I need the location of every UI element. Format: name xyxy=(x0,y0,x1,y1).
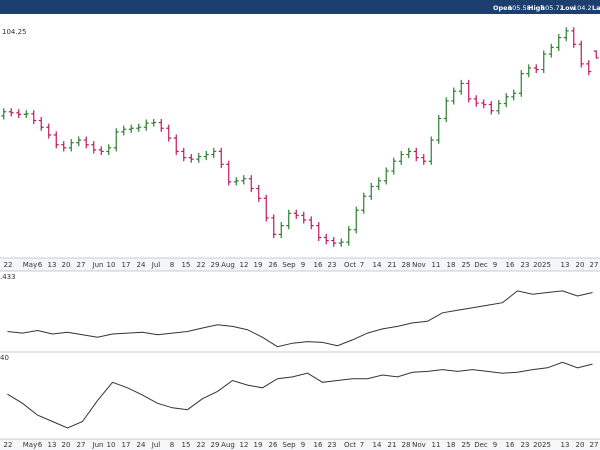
x-tick-label: 15 xyxy=(182,441,191,449)
indicator-label: 40 xyxy=(0,354,9,362)
x-tick-label: 6 xyxy=(38,441,43,449)
x-tick-label: 8 xyxy=(170,261,174,269)
x-tick-label: 18 xyxy=(447,261,456,269)
x-tick-label: 24 xyxy=(137,261,146,269)
x-tick-label: 16 xyxy=(506,441,515,449)
x-tick-label: 23 xyxy=(521,261,530,269)
x-tick-label: 16 xyxy=(506,261,515,269)
x-tick-label: 28 xyxy=(402,441,411,449)
x-tick-label: 29 xyxy=(211,441,220,449)
x-tick-label: 11 xyxy=(432,261,441,269)
x-tick-label: 17 xyxy=(122,441,131,449)
x-tick-label: 18 xyxy=(447,441,456,449)
x-tick-label: 9 xyxy=(493,261,497,269)
x-tick-label: 19 xyxy=(254,441,263,449)
x-tick-label: 22 xyxy=(197,441,206,449)
x-tick-label: 27 xyxy=(77,441,86,449)
x-tick-label: 26 xyxy=(269,261,278,269)
indicator-line xyxy=(7,361,593,429)
x-tick-label: Jul xyxy=(151,441,161,449)
x-tick-label: 20 xyxy=(62,441,71,449)
x-tick-label: 11 xyxy=(432,441,441,449)
x-tick-label: Jun xyxy=(92,261,104,269)
header-label: Open xyxy=(493,4,513,12)
x-tick-label: 22 xyxy=(197,261,206,269)
header-value: 105.58 xyxy=(508,4,531,12)
x-tick-label: 21 xyxy=(388,261,397,269)
x-tick-label: 26 xyxy=(269,441,278,449)
x-tick-label: 27 xyxy=(590,261,599,269)
x-tick-label: Oct xyxy=(344,261,356,269)
x-tick-label: Oct xyxy=(344,441,356,449)
x-tick-label: 9 xyxy=(301,261,305,269)
header-label: Last xyxy=(592,4,600,12)
x-tick-label: May xyxy=(23,441,37,449)
header-value: 104.2 xyxy=(573,4,592,12)
indicator-label: .433 xyxy=(0,273,16,281)
x-tick-label: 9 xyxy=(493,441,497,449)
x-tick-label: Sep xyxy=(282,261,296,269)
x-tick-label: 25 xyxy=(462,261,471,269)
x-tick-label: 9 xyxy=(301,441,305,449)
header-label: High xyxy=(528,4,545,12)
x-tick-label: Aug xyxy=(221,441,235,449)
x-tick-label: 7 xyxy=(360,261,364,269)
x-axis-band xyxy=(0,439,600,450)
x-tick-label: 17 xyxy=(122,261,131,269)
x-tick-label: Nov xyxy=(412,441,426,449)
x-tick-label: 28 xyxy=(402,261,411,269)
x-tick-label: 14 xyxy=(373,441,382,449)
x-tick-label: 16 xyxy=(314,441,323,449)
x-tick-label: Aug xyxy=(221,261,235,269)
indicator-line xyxy=(7,290,593,348)
x-axis-band xyxy=(0,258,600,271)
x-tick-label: 20 xyxy=(576,261,585,269)
x-tick-label: 23 xyxy=(328,261,337,269)
x-tick-label: 2025 xyxy=(533,441,551,449)
x-tick-label: Jun xyxy=(92,441,104,449)
x-tick-label: 20 xyxy=(62,261,71,269)
x-tick-label: 27 xyxy=(590,441,599,449)
x-tick-label: Jul xyxy=(151,261,161,269)
header: Open 105.58 High 105.72 Low 104.2 Last xyxy=(493,4,600,12)
x-tick-label: 13 xyxy=(561,441,570,449)
header-label: Low xyxy=(561,4,576,12)
x-tick-label: 14 xyxy=(373,261,382,269)
x-tick-label: 20 xyxy=(576,441,585,449)
x-tick-label: 16 xyxy=(314,261,323,269)
x-tick-label: 8 xyxy=(170,441,174,449)
x-tick-label: 15 xyxy=(182,261,191,269)
x-tick-label: Sep xyxy=(282,441,296,449)
x-tick-label: May xyxy=(23,261,37,269)
x-tick-label: Dec xyxy=(474,261,488,269)
x-tick-label: 13 xyxy=(48,441,57,449)
x-tick-label: 23 xyxy=(521,441,530,449)
x-tick-label: 27 xyxy=(77,261,86,269)
header-bar xyxy=(0,0,600,14)
x-tick-label: 24 xyxy=(137,441,146,449)
x-tick-label: 2025 xyxy=(533,261,551,269)
x-tick-label: 19 xyxy=(254,261,263,269)
x-tick-label: 25 xyxy=(462,441,471,449)
x-tick-label: 7 xyxy=(360,441,364,449)
x-tick-label: 22 xyxy=(4,441,13,449)
x-tick-label: Dec xyxy=(474,441,488,449)
x-tick-label: 12 xyxy=(240,441,249,449)
header-value: 105.72 xyxy=(541,4,564,12)
x-tick-label: 21 xyxy=(388,441,397,449)
x-tick-label: 10 xyxy=(107,261,116,269)
x-tick-label: Nov xyxy=(412,261,426,269)
x-tick-label: 23 xyxy=(328,441,337,449)
x-tick-label: 12 xyxy=(240,261,249,269)
x-tick-label: 6 xyxy=(38,261,43,269)
last-price-label: 104.25 xyxy=(2,28,27,36)
x-tick-label: 22 xyxy=(4,261,13,269)
x-tick-label: 13 xyxy=(561,261,570,269)
x-tick-label: 29 xyxy=(211,261,220,269)
x-tick-label: 10 xyxy=(107,441,116,449)
x-tick-label: 13 xyxy=(48,261,57,269)
